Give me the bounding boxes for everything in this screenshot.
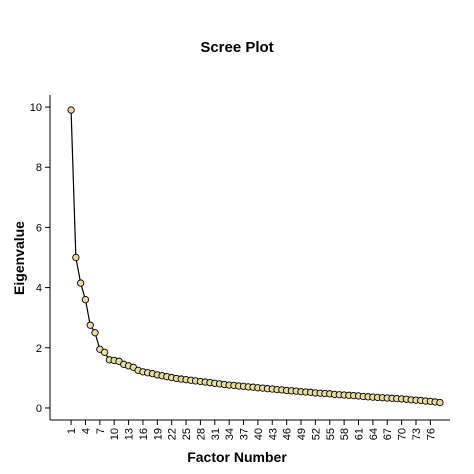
y-tick-label: 10: [30, 102, 42, 114]
y-tick-label: 4: [36, 283, 42, 295]
x-tick-label: 16: [138, 428, 150, 440]
x-tick-label: 25: [181, 428, 193, 440]
x-tick-label: 13: [124, 428, 136, 440]
y-tick-label: 2: [36, 343, 42, 355]
data-point: [67, 106, 75, 114]
x-tick-label: 7: [95, 428, 107, 434]
data-point: [81, 295, 90, 304]
x-tick-label: 49: [296, 428, 308, 440]
x-tick-label: 52: [310, 428, 322, 440]
x-tick-label: 1: [66, 428, 78, 434]
x-tick-label: 55: [325, 428, 337, 440]
chart-title: Scree Plot: [200, 39, 273, 56]
x-tick-label: 22: [167, 428, 179, 440]
data-point: [100, 348, 109, 356]
x-tick-label: 34: [224, 428, 236, 440]
x-tick-label: 76: [425, 428, 437, 440]
y-tick-label: 6: [36, 222, 42, 234]
y-tick-label: 8: [36, 162, 42, 174]
x-tick-label: 40: [253, 428, 265, 440]
series-line: [70, 110, 441, 404]
x-tick-label: 61: [354, 428, 366, 440]
x-axis-label: Factor Number: [187, 449, 287, 465]
y-axis-label: Eigenvalue: [11, 221, 27, 295]
data-point: [436, 398, 444, 407]
data-point: [86, 321, 94, 329]
x-tick-label: 10: [109, 428, 121, 440]
x-tick-label: 4: [80, 428, 92, 434]
x-tick-label: 46: [282, 428, 294, 440]
x-tick-label: 28: [195, 428, 207, 440]
x-tick-label: 43: [267, 428, 279, 440]
x-tick-label: 67: [382, 428, 394, 440]
x-tick-label: 58: [339, 428, 351, 440]
data-point: [77, 279, 85, 287]
data-point: [72, 253, 80, 262]
x-tick-label: 73: [411, 428, 423, 440]
x-tick-label: 37: [239, 428, 251, 440]
data-point: [91, 329, 99, 337]
x-tick-label: 64: [368, 428, 380, 440]
x-tick-label: 31: [210, 428, 222, 440]
x-tick-label: 19: [152, 428, 164, 440]
x-tick-label: 70: [397, 428, 409, 440]
y-tick-label: 0: [36, 403, 42, 415]
